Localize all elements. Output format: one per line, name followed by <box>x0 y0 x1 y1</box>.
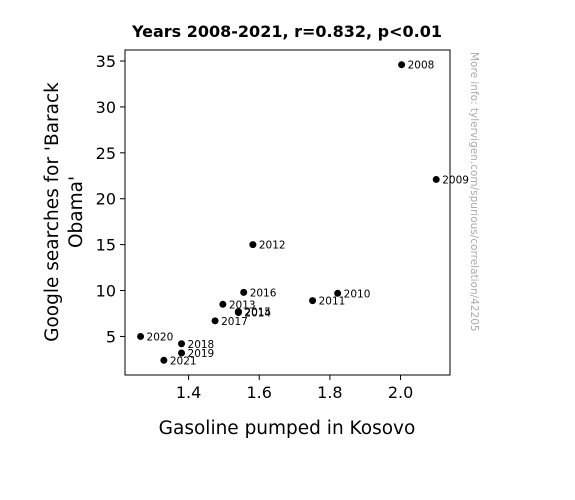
y-tick-label: 25 <box>96 144 116 163</box>
data-point-2013 <box>219 300 227 308</box>
y-axis-label-line-1: Google searches for 'Barack <box>42 82 63 342</box>
data-point-2019 <box>178 349 186 357</box>
point-label-2009: 2009 <box>442 174 469 186</box>
point-label-2021: 2021 <box>170 355 197 367</box>
point-label-2017: 2017 <box>221 316 248 328</box>
point-label-2016: 2016 <box>250 287 277 299</box>
y-tick-label: 10 <box>96 282 116 301</box>
y-tick-label: 20 <box>96 190 116 209</box>
point-label-2008: 2008 <box>408 60 435 72</box>
x-axis: 1.4 1.6 1.8 2.0 <box>176 375 413 402</box>
chart-title: Years 2008-2021, r=0.832, p<0.01 <box>131 22 442 41</box>
data-point-2012 <box>249 241 257 249</box>
point-label-2014: 2014 <box>244 308 271 320</box>
data-point-2009 <box>432 175 440 183</box>
plot-frame <box>124 49 451 376</box>
y-axis: 5 10 15 20 25 30 35 <box>96 52 125 346</box>
data-point-2016 <box>240 288 248 296</box>
watermark-group: More info: tylervigen.com/spurious/corre… <box>468 52 480 332</box>
y-tick-label: 35 <box>96 52 116 71</box>
data-point-2010 <box>334 289 342 297</box>
y-axis-label-2: Obama' <box>66 176 87 248</box>
point-label-2011: 2011 <box>319 296 346 308</box>
x-axis-label: Gasoline pumped in Kosovo <box>159 418 416 439</box>
data-point-2011 <box>309 297 317 305</box>
x-tick-label: 1.6 <box>247 383 272 402</box>
y-axis-label: Google searches for 'Barack <box>42 82 63 342</box>
point-label-2015: 2015 <box>244 307 271 319</box>
watermark-text: More info: tylervigen.com/spurious/corre… <box>468 52 480 332</box>
y-tick-label: 30 <box>96 98 116 117</box>
data-point-2008 <box>398 61 406 69</box>
data-point-2017 <box>211 317 219 325</box>
y-axis-label-line-2: Obama' <box>66 176 87 248</box>
data-point-2020 <box>137 332 145 340</box>
point-label-2010: 2010 <box>344 288 371 300</box>
y-tick-label: 15 <box>96 236 116 255</box>
data-point-2021 <box>160 356 168 364</box>
y-tick-label: 5 <box>106 327 116 346</box>
point-label-2019: 2019 <box>188 348 215 360</box>
data-point-2018 <box>178 340 186 348</box>
x-tick-label: 1.8 <box>317 383 342 402</box>
point-label-2018: 2018 <box>188 339 215 351</box>
point-label-2013: 2013 <box>229 299 256 311</box>
point-label-2012: 2012 <box>259 240 286 252</box>
x-tick-label: 2.0 <box>388 383 413 402</box>
point-label-2020: 2020 <box>147 331 174 343</box>
x-tick-label: 1.4 <box>176 383 201 402</box>
data-point-2015 <box>234 308 242 316</box>
